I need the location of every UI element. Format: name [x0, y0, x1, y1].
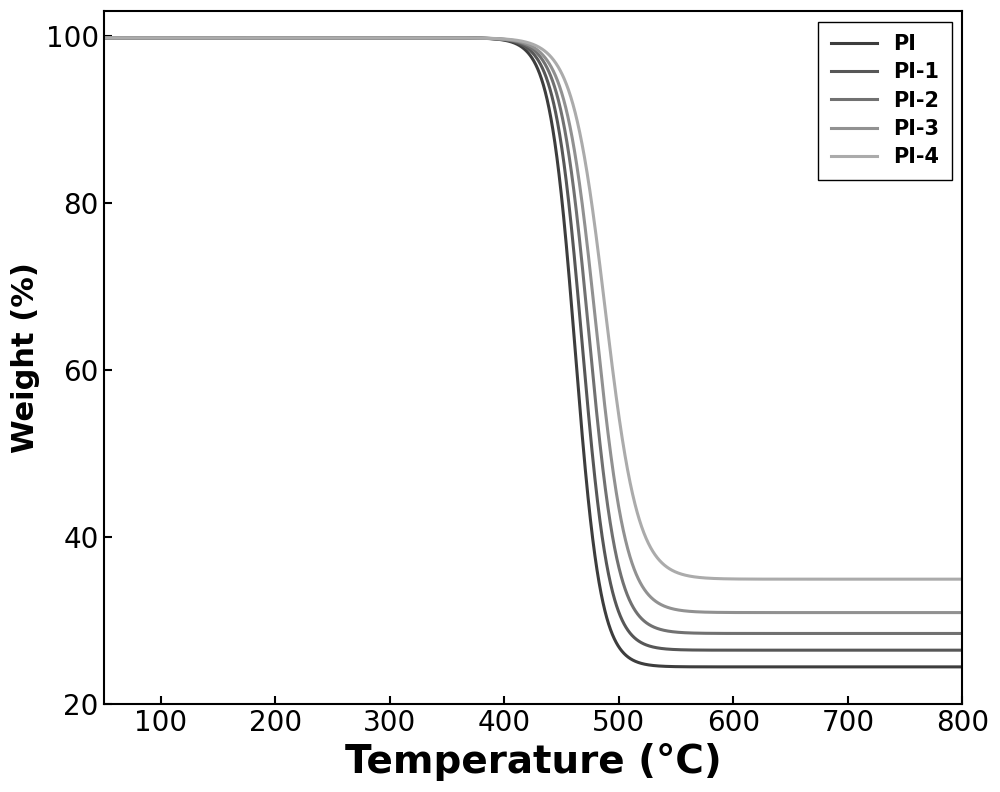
- PI-1: [738, 645, 750, 655]
- PI-2: [613, 562, 625, 571]
- PI-2: [426, 33, 438, 43]
- PI-4: [738, 574, 750, 584]
- Y-axis label: Weight (%): Weight (%): [11, 262, 40, 453]
- PI-3: [98, 33, 110, 43]
- PI-1: [98, 33, 110, 43]
- PI-1: [254, 33, 266, 43]
- PI-2: [656, 625, 668, 634]
- Line: PI-3: PI-3: [104, 38, 962, 612]
- X-axis label: Temperature (°C): Temperature (°C): [345, 743, 721, 781]
- PI-4: [956, 574, 968, 584]
- PI-1: [956, 645, 968, 655]
- PI-4: [426, 33, 438, 43]
- PI-3: [254, 33, 266, 43]
- PI-2: [98, 33, 110, 43]
- PI-2: [956, 629, 968, 638]
- PI-4: [98, 33, 110, 43]
- Legend: PI, PI-1, PI-2, PI-3, PI-4: PI, PI-1, PI-2, PI-3, PI-4: [818, 21, 952, 180]
- PI-3: [804, 607, 816, 617]
- PI-1: [613, 607, 625, 616]
- PI: [613, 642, 625, 651]
- PI-3: [426, 33, 438, 43]
- PI: [738, 662, 750, 672]
- Line: PI-4: PI-4: [104, 38, 962, 579]
- PI-2: [254, 33, 266, 43]
- PI-3: [738, 607, 750, 617]
- PI-2: [738, 629, 750, 638]
- PI-3: [956, 607, 968, 617]
- PI-4: [656, 558, 668, 568]
- PI-1: [426, 33, 438, 43]
- PI-4: [254, 33, 266, 43]
- Line: PI-1: PI-1: [104, 38, 962, 650]
- PI: [426, 33, 438, 43]
- PI: [804, 662, 816, 672]
- PI: [254, 33, 266, 43]
- PI-3: [656, 600, 668, 610]
- Line: PI-2: PI-2: [104, 38, 962, 634]
- Line: PI: PI: [104, 38, 962, 667]
- PI-4: [804, 574, 816, 584]
- PI: [956, 662, 968, 672]
- PI-1: [804, 645, 816, 655]
- PI: [656, 661, 668, 671]
- PI-2: [804, 629, 816, 638]
- PI: [98, 33, 110, 43]
- PI-3: [613, 501, 625, 511]
- PI-1: [656, 644, 668, 653]
- PI-4: [613, 409, 625, 419]
